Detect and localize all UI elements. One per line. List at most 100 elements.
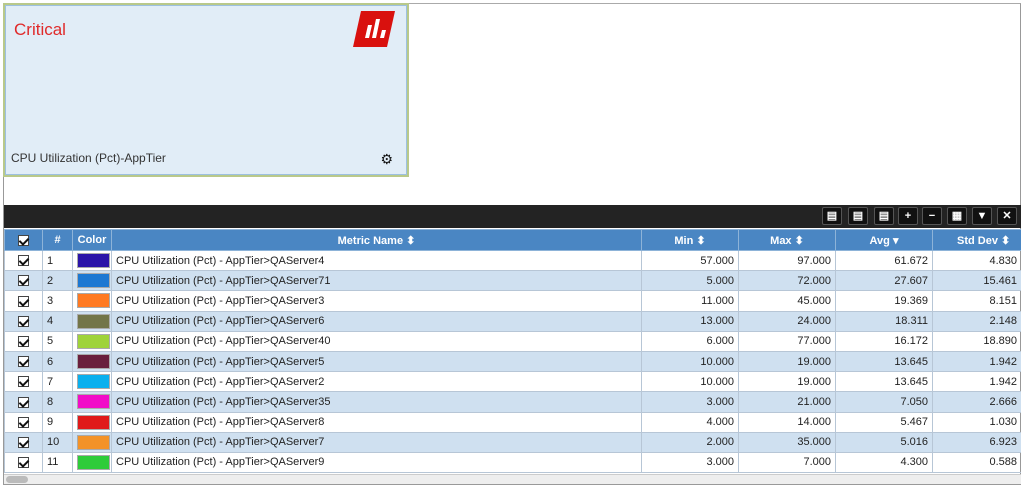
table-row[interactable]: 3 CPU Utilization (Pct) - AppTier>QAServ… (4, 290, 1021, 312)
row-color (72, 290, 112, 312)
scrollbar-thumb[interactable] (6, 476, 28, 483)
row-max: 19.000 (738, 350, 836, 373)
row-max: 97.000 (738, 249, 836, 272)
row-min: 4.000 (641, 411, 739, 433)
row-avg: 19.369 (835, 290, 933, 312)
table-row[interactable]: 1 CPU Utilization (Pct) - AppTier>QAServ… (4, 249, 1021, 272)
table-row[interactable]: 7 CPU Utilization (Pct) - AppTier>QAServ… (4, 371, 1021, 393)
row-min: 3.000 (641, 451, 739, 474)
row-min: 5.000 (641, 270, 739, 292)
table-row[interactable]: 10 CPU Utilization (Pct) - AppTier>QASer… (4, 431, 1021, 453)
table-row[interactable]: 9 CPU Utilization (Pct) - AppTier>QAServ… (4, 411, 1021, 433)
row-num: 3 (42, 290, 73, 312)
pdf-icon[interactable]: ▤ (822, 207, 842, 225)
row-max: 21.000 (738, 391, 836, 413)
sort-icon: ⬍ (794, 234, 804, 247)
tile-label: CPU Utilization (Pct)-AppTier (11, 151, 166, 165)
row-max: 7.000 (738, 451, 836, 474)
metrics-table: # Color Metric Name ⬍ Min ⬍ Max ⬍ Avg ▾ … (4, 229, 1021, 474)
row-max: 14.000 (738, 411, 836, 433)
header-color[interactable]: Color (72, 229, 112, 251)
row-std: 6.923 (932, 431, 1021, 453)
row-checkbox[interactable] (4, 371, 43, 393)
row-std: 2.666 (932, 391, 1021, 413)
row-min: 11.000 (641, 290, 739, 312)
sort-icon: ⬍ (406, 234, 416, 247)
color-swatch (77, 293, 110, 309)
row-metric: CPU Utilization (Pct) - AppTier>QAServer… (111, 411, 642, 433)
color-swatch (77, 414, 110, 430)
header-avg[interactable]: Avg ▾ (835, 229, 933, 251)
color-swatch (77, 253, 110, 269)
close-icon[interactable]: ✕ (997, 207, 1017, 225)
row-color (72, 391, 112, 413)
table-row[interactable]: 4 CPU Utilization (Pct) - AppTier>QAServ… (4, 310, 1021, 332)
sort-desc-icon: ▾ (892, 234, 899, 247)
row-num: 11 (42, 451, 73, 474)
row-checkbox[interactable] (4, 310, 43, 332)
row-checkbox[interactable] (4, 290, 43, 312)
row-num: 9 (42, 411, 73, 433)
row-avg: 16.172 (835, 330, 933, 352)
row-color (72, 350, 112, 373)
row-avg: 18.311 (835, 310, 933, 332)
color-swatch (77, 273, 110, 289)
row-max: 35.000 (738, 431, 836, 453)
row-avg: 13.645 (835, 350, 933, 373)
row-color (72, 411, 112, 433)
row-min: 13.000 (641, 310, 739, 332)
gear-icon[interactable]: ⚙ (380, 151, 393, 167)
row-color (72, 431, 112, 453)
grid-toolbar: ▤ ▤ ▤ + − ▦ ▼ ✕ (4, 205, 1021, 228)
row-metric: CPU Utilization (Pct) - AppTier>QAServer… (111, 431, 642, 453)
row-num: 4 (42, 310, 73, 332)
row-std: 1.942 (932, 350, 1021, 373)
minus-icon[interactable]: − (922, 207, 942, 225)
header-min[interactable]: Min ⬍ (641, 229, 739, 251)
row-std: 1.030 (932, 411, 1021, 433)
word-icon[interactable]: ▤ (874, 207, 894, 225)
row-color (72, 371, 112, 393)
row-checkbox[interactable] (4, 249, 43, 272)
table-row[interactable]: 11 CPU Utilization (Pct) - AppTier>QASer… (4, 451, 1021, 474)
row-color (72, 330, 112, 352)
filter-icon[interactable]: ▼ (972, 207, 992, 225)
color-swatch (77, 313, 110, 329)
row-checkbox[interactable] (4, 411, 43, 433)
row-avg: 27.607 (835, 270, 933, 292)
row-checkbox[interactable] (4, 391, 43, 413)
row-checkbox[interactable] (4, 431, 43, 453)
table-row[interactable]: 8 CPU Utilization (Pct) - AppTier>QAServ… (4, 391, 1021, 413)
table-row[interactable]: 2 CPU Utilization (Pct) - AppTier>QAServ… (4, 270, 1021, 292)
color-swatch (77, 374, 110, 390)
select-all-checkbox[interactable] (4, 229, 43, 251)
row-checkbox[interactable] (4, 350, 43, 373)
row-avg: 5.016 (835, 431, 933, 453)
row-metric: CPU Utilization (Pct) - AppTier>QAServer… (111, 249, 642, 272)
status-tile[interactable]: Critical CPU Utilization (Pct)-AppTier ⚙ (3, 3, 409, 177)
excel-icon[interactable]: ▤ (848, 207, 868, 225)
table-row[interactable]: 5 CPU Utilization (Pct) - AppTier>QAServ… (4, 330, 1021, 352)
table-row[interactable]: 6 CPU Utilization (Pct) - AppTier>QAServ… (4, 350, 1021, 373)
row-checkbox[interactable] (4, 451, 43, 474)
row-metric: CPU Utilization (Pct) - AppTier>QAServer… (111, 310, 642, 332)
plus-icon[interactable]: + (898, 207, 918, 225)
row-avg: 61.672 (835, 249, 933, 272)
header-max[interactable]: Max ⬍ (738, 229, 836, 251)
header-num[interactable]: # (42, 229, 73, 251)
color-swatch (77, 333, 110, 349)
color-swatch (77, 354, 110, 370)
table-icon[interactable]: ▦ (947, 207, 967, 225)
row-avg: 13.645 (835, 371, 933, 393)
row-std: 15.461 (932, 270, 1021, 292)
horizontal-scrollbar[interactable] (4, 474, 1021, 484)
header-std[interactable]: Std Dev ⬍ (932, 229, 1021, 251)
row-avg: 4.300 (835, 451, 933, 474)
row-checkbox[interactable] (4, 270, 43, 292)
row-min: 57.000 (641, 249, 739, 272)
row-checkbox[interactable] (4, 330, 43, 352)
row-max: 77.000 (738, 330, 836, 352)
row-std: 1.942 (932, 371, 1021, 393)
row-color (72, 310, 112, 332)
header-metric[interactable]: Metric Name ⬍ (111, 229, 642, 251)
